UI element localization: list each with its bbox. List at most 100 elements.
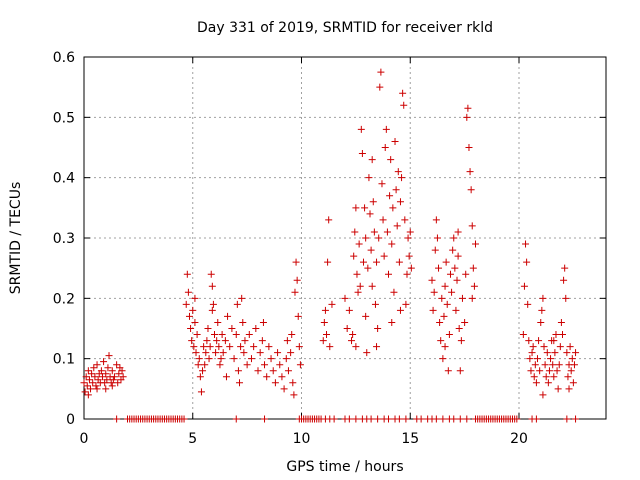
data-point xyxy=(207,270,215,278)
data-point xyxy=(444,367,452,375)
data-point xyxy=(88,370,96,378)
data-point xyxy=(256,349,264,357)
x-tick-label: 20 xyxy=(510,431,528,447)
data-point xyxy=(324,258,332,266)
data-point xyxy=(113,361,121,369)
data-point xyxy=(205,355,213,363)
data-point xyxy=(572,349,580,357)
data-point xyxy=(560,276,568,284)
data-point xyxy=(461,318,469,326)
axis-ticks: 0 0.1 0.2 0.3 0.4 0.5 0.6 0 5 10 15 20 xyxy=(53,50,606,447)
data-point xyxy=(464,104,472,112)
x-tick-label: 15 xyxy=(401,431,419,447)
data-point xyxy=(570,361,578,369)
data-point xyxy=(564,373,572,381)
data-point xyxy=(218,331,226,339)
data-point xyxy=(392,186,400,194)
data-point xyxy=(533,355,541,363)
data-point xyxy=(545,367,553,375)
data-point xyxy=(193,331,201,339)
data-point xyxy=(236,379,244,387)
data-point xyxy=(543,349,551,357)
y-tick-label: 0 xyxy=(66,412,75,428)
data-point xyxy=(566,343,574,351)
data-point xyxy=(284,367,292,375)
data-point xyxy=(393,222,401,230)
data-point xyxy=(428,276,436,284)
data-point xyxy=(376,83,384,91)
data-point xyxy=(385,270,392,278)
data-point xyxy=(289,379,297,387)
data-point xyxy=(180,415,188,423)
data-point xyxy=(353,270,361,278)
data-point xyxy=(366,210,374,218)
data-point xyxy=(391,137,399,145)
data-point xyxy=(538,306,546,314)
data-point xyxy=(540,343,548,351)
data-point xyxy=(559,331,566,339)
data-point xyxy=(356,282,364,290)
data-point xyxy=(395,258,403,266)
data-point xyxy=(258,337,266,345)
data-point xyxy=(443,300,451,308)
data-point xyxy=(399,89,407,97)
data-point xyxy=(274,349,282,357)
data-point xyxy=(103,376,111,384)
data-point xyxy=(216,361,224,369)
data-point xyxy=(378,180,386,188)
data-point xyxy=(551,349,559,357)
data-point xyxy=(405,252,413,260)
data-point xyxy=(349,331,357,339)
data-point xyxy=(396,306,404,314)
data-point xyxy=(247,355,255,363)
data-point xyxy=(211,331,218,339)
data-point xyxy=(396,198,404,206)
data-point xyxy=(261,415,269,423)
data-point xyxy=(267,355,275,363)
data-point xyxy=(368,282,376,290)
data-points xyxy=(80,68,580,423)
data-point xyxy=(221,337,229,345)
data-point xyxy=(287,349,295,357)
data-point xyxy=(532,379,540,387)
data-point xyxy=(212,349,220,357)
data-point xyxy=(531,361,539,369)
data-point xyxy=(358,150,366,158)
data-point xyxy=(294,312,302,320)
data-point xyxy=(351,228,359,236)
data-point xyxy=(320,318,328,326)
data-point xyxy=(239,318,247,326)
data-point xyxy=(119,373,127,381)
data-point xyxy=(432,415,440,423)
data-point xyxy=(398,174,406,182)
data-point xyxy=(380,252,388,260)
data-point xyxy=(108,367,116,375)
data-point xyxy=(446,270,454,278)
data-point xyxy=(345,306,353,314)
data-point xyxy=(430,288,438,296)
data-point xyxy=(330,415,338,423)
data-point xyxy=(535,337,543,345)
data-point xyxy=(432,216,440,224)
data-point xyxy=(522,240,530,248)
x-tick-label: 0 xyxy=(80,431,89,447)
data-point xyxy=(113,415,121,423)
data-point xyxy=(352,415,360,423)
data-point xyxy=(84,391,92,399)
data-point xyxy=(201,361,209,369)
data-point xyxy=(435,264,443,272)
data-point xyxy=(438,294,446,302)
data-point xyxy=(341,294,349,302)
data-point xyxy=(456,415,464,423)
y-tick-label: 0.1 xyxy=(53,352,75,368)
data-point xyxy=(465,144,473,151)
data-point xyxy=(108,382,116,390)
data-point xyxy=(567,367,575,375)
data-point xyxy=(241,337,249,345)
data-point xyxy=(292,258,300,266)
data-point xyxy=(467,186,475,194)
data-point xyxy=(417,415,425,423)
data-point xyxy=(364,264,372,272)
data-point xyxy=(206,343,214,351)
